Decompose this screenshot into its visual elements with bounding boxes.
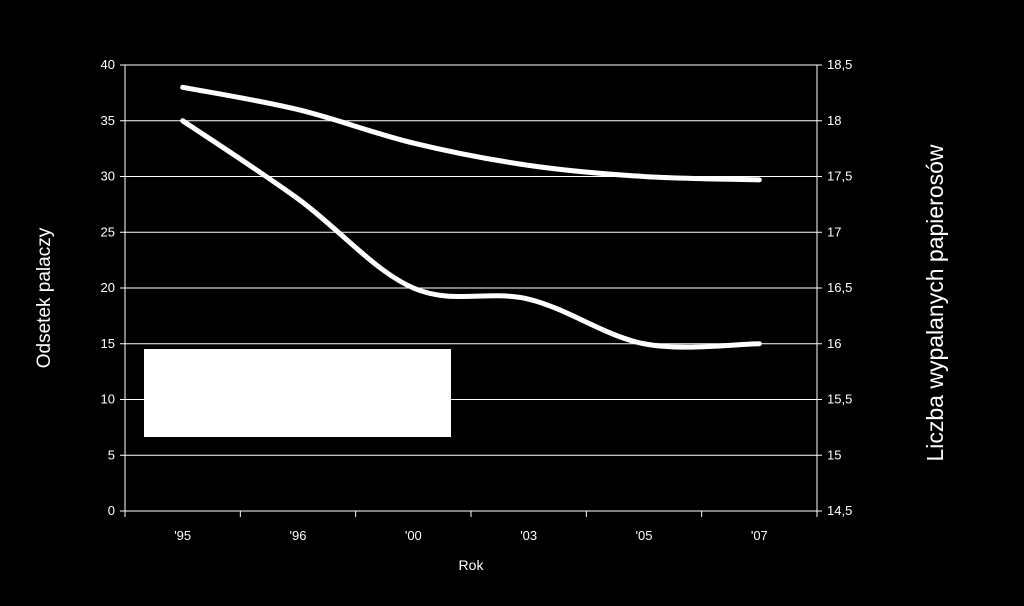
- right-tick-label: 17,5: [827, 169, 852, 184]
- x-axis-title: Rok: [459, 557, 485, 573]
- left-tick-label: 0: [108, 503, 115, 518]
- x-tick-label: '03: [520, 528, 537, 543]
- right-tick-label: 16,5: [827, 280, 852, 295]
- right-tick-label: 18: [827, 113, 841, 128]
- series-lines: [180, 84, 762, 350]
- left-tick-label: 35: [101, 113, 115, 128]
- left-tick-label: 10: [101, 392, 115, 407]
- right-tick-label: 18,5: [827, 57, 852, 72]
- x-axis-ticks: '95 '96 '00 '03 '05 '07: [124, 511, 818, 543]
- series-line-2: [180, 84, 762, 183]
- x-tick-label: '00: [405, 528, 422, 543]
- left-tick-label: 15: [101, 336, 115, 351]
- right-tick-label: 14,5: [827, 503, 852, 518]
- right-tick-label: 15: [827, 447, 841, 462]
- right-tick-label: 16: [827, 336, 841, 351]
- right-tick-label: 15,5: [827, 392, 852, 407]
- left-axis-title: Odsetek palaczy: [34, 227, 55, 368]
- x-tick-label: '07: [751, 528, 768, 543]
- left-tick-label: 30: [101, 169, 115, 184]
- left-tick-label: 25: [101, 224, 115, 239]
- series-line-1: [180, 118, 762, 350]
- left-tick-label: 5: [108, 447, 115, 462]
- right-tick-label: 17: [827, 224, 841, 239]
- right-axis-title: Liczba wypalanych papierosów: [922, 144, 948, 461]
- x-tick-label: '05: [636, 528, 653, 543]
- x-tick-label: '96: [290, 528, 307, 543]
- x-tick-label: '95: [174, 528, 191, 543]
- legend-box: [144, 349, 451, 437]
- left-tick-label: 40: [101, 57, 115, 72]
- right-axis-ticks: 14,5 15 15,5 16 16,5 17 17,5 18 18,5: [817, 57, 852, 518]
- left-tick-label: 20: [101, 280, 115, 295]
- left-axis-ticks: 0 5 10 15 20 25 30 35 40: [101, 57, 125, 518]
